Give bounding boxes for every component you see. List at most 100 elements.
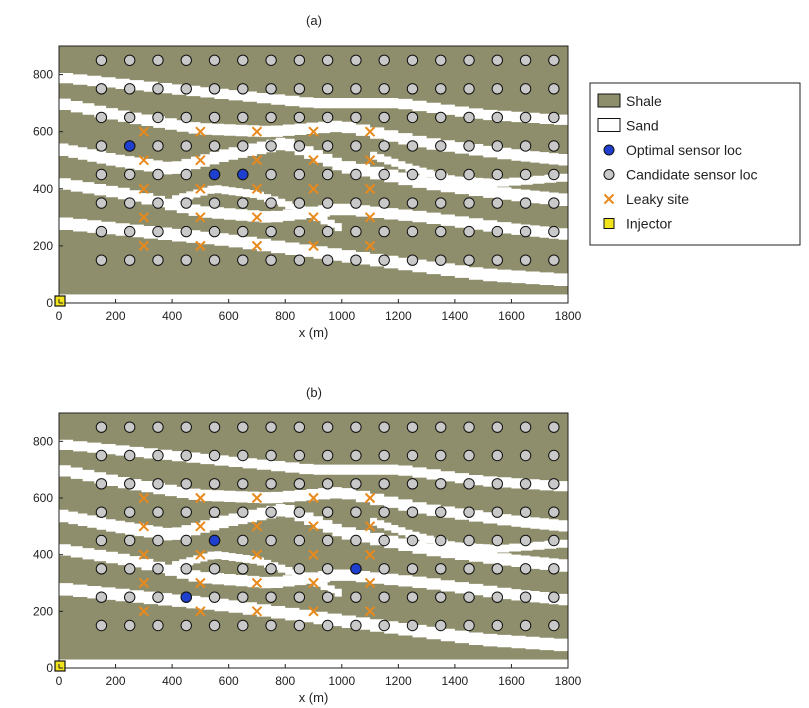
candidate-sensor-point [293, 168, 306, 181]
candidate-sensor-point [152, 197, 164, 209]
leaky-site-point [364, 240, 376, 252]
candidate-sensor-point [350, 619, 362, 632]
candidate-sensor-point [519, 591, 532, 603]
candidate-sensor-point [293, 421, 306, 433]
leaky-site-point [138, 606, 150, 617]
candidate-sensor-point [463, 506, 475, 518]
candidate-sensor-point [406, 197, 419, 209]
legend-box [589, 82, 801, 246]
x-tick-label: 1800 [555, 309, 582, 323]
x-tick-label: 1200 [385, 674, 412, 688]
candidate-sensor-point [208, 83, 221, 95]
leaky-site-point [138, 577, 150, 589]
leaky-site-point [364, 577, 376, 589]
candidate-sensor-point [378, 563, 390, 575]
candidate-sensor-point [95, 506, 108, 518]
candidate-sensor-point [293, 83, 306, 95]
candidate-sensor-point [435, 140, 447, 152]
candidate-sensor-point [350, 449, 362, 462]
candidate-sensor-point [152, 534, 164, 547]
candidate-sensor-point [208, 140, 221, 152]
candidate-sensor-point [491, 168, 504, 181]
candidate-sensor-point [123, 111, 136, 124]
candidate-sensor-point [208, 421, 221, 433]
candidate-sensor-point [180, 506, 192, 518]
candidate-sensor-point [406, 168, 419, 181]
legend-item: Candidate sensor loc [603, 167, 758, 183]
leaky-site-point [364, 606, 376, 617]
x-tick-label: 400 [162, 674, 182, 688]
candidate-sensor-point [406, 225, 419, 238]
candidate-sensor-point [519, 197, 532, 209]
candidate-sensor-point [293, 197, 306, 209]
candidate-sensor-point [435, 225, 447, 238]
candidate-sensor-point [435, 449, 447, 462]
candidate-sensor-point [265, 563, 277, 575]
candidate-sensor-point [406, 506, 419, 518]
candidate-sensor-point [237, 421, 249, 433]
candidate-sensor-point [491, 254, 504, 266]
candidate-sensor-point [123, 197, 136, 209]
candidate-sensor-point [152, 225, 164, 238]
candidate-sensor-point [180, 54, 192, 66]
candidate-sensor-point [463, 421, 475, 433]
candidate-sensor-point [321, 506, 334, 518]
candidate-sensor-point [237, 591, 249, 603]
candidate-sensor-point [208, 111, 221, 124]
leaky-site-point [138, 549, 150, 560]
candidate-sensor-point [293, 563, 306, 575]
candidate-sensor-point [406, 563, 419, 575]
candidate-sensor-point [95, 225, 108, 238]
candidate-sensor-point [265, 449, 277, 462]
candidate-sensor-point [491, 140, 504, 152]
candidate-sensor-point [350, 168, 362, 181]
candidate-sensor-point [406, 140, 419, 152]
legend-item: Injector [603, 216, 672, 232]
x-tick-label: 800 [275, 309, 295, 323]
candidate-sensor-point [293, 591, 306, 603]
candidate-sensor-point [491, 421, 504, 433]
candidate-sensor-point [180, 534, 192, 547]
candidate-sensor-point [378, 449, 390, 462]
candidate-sensor-point [435, 83, 447, 95]
legend-swatch-shale [597, 93, 621, 108]
plot-area [59, 413, 568, 668]
legend: Shale Sand Optimal sensor loc Candidate sen… [589, 82, 801, 246]
leaky-site-point [364, 155, 376, 166]
candidate-sensor-point [123, 168, 136, 181]
candidate-sensor-point [180, 563, 192, 575]
candidate-sensor-point [463, 478, 475, 490]
candidate-sensor-point [237, 54, 249, 66]
panel-a-title: (a) [306, 13, 322, 28]
candidate-sensor-point [548, 563, 560, 575]
y-tick-label: 200 [33, 604, 53, 618]
x-axis-label: x (m) [299, 325, 329, 340]
candidate-sensor-point [350, 591, 362, 603]
candidate-sensor-point [152, 254, 164, 266]
leaky-site-point [364, 212, 376, 223]
candidate-sensor-point [321, 563, 334, 575]
legend-swatch-injector [603, 218, 615, 229]
optimal-sensor-point [208, 168, 221, 181]
candidate-sensor-point [519, 83, 532, 95]
candidate-sensor-point [95, 534, 108, 547]
candidate-sensor-point [548, 197, 560, 209]
candidate-sensor-point [208, 254, 221, 266]
leaky-site-point [308, 155, 319, 166]
leaky-site-point [195, 577, 206, 589]
panel-b: 0 200 400 600 800 1000 1200 1400 1600 1800 0 200 400… [33, 412, 582, 705]
candidate-sensor-point [406, 534, 419, 547]
candidate-sensor-point [95, 140, 108, 152]
leaky-site-point [138, 212, 150, 223]
candidate-sensor-point [548, 225, 560, 238]
sand-layer [370, 517, 568, 553]
leaky-site-point [195, 521, 206, 532]
x-tick-label: 1200 [385, 309, 412, 323]
candidate-sensor-point [321, 449, 334, 462]
candidate-sensor-point [378, 197, 390, 209]
candidate-sensor-point [435, 54, 447, 66]
candidate-sensor-point [95, 619, 108, 632]
candidate-sensor-point [406, 254, 419, 266]
candidate-sensor-point [152, 83, 164, 95]
candidate-sensor-point [123, 54, 136, 66]
